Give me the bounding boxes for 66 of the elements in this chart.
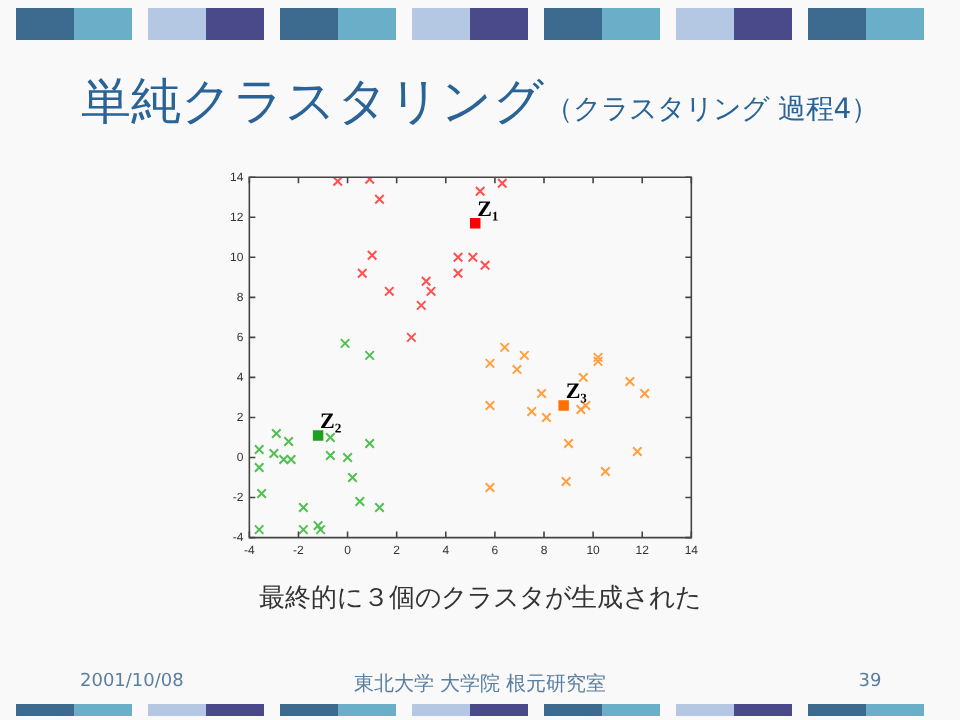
point [253,524,265,535]
point [541,412,552,423]
point [357,268,368,279]
point [271,428,282,439]
point [342,452,353,463]
point [256,488,267,499]
point [474,185,486,197]
point [452,252,464,263]
point [511,364,523,375]
point [278,454,289,465]
point [354,496,366,507]
point [484,400,496,411]
point [560,476,572,487]
point [415,300,427,311]
point [575,404,587,415]
point [484,482,496,493]
point [374,193,385,205]
text: 39 [856,672,884,692]
point [497,177,508,189]
point [298,524,309,535]
point [592,352,604,363]
point [558,400,569,411]
point [347,472,358,483]
point [339,338,351,349]
point [592,356,604,367]
point [624,376,636,387]
point [470,218,481,229]
point [298,502,309,513]
annotation: Z₃ [565,380,589,405]
point [325,432,336,443]
chart-title: 単純クラスタリング [80,72,545,130]
point [406,332,417,343]
text: 最終的に３個のクラスタが生成された [257,582,703,616]
point [253,462,265,473]
text: 東北大学 大学院 根元研究室 [351,671,609,698]
point [366,250,378,261]
point [312,520,324,531]
point [332,177,343,187]
point [253,444,265,455]
point [384,286,395,297]
point [467,252,479,263]
point [479,260,491,271]
point [639,388,650,399]
point [285,454,297,465]
chart-subtitle: （クラスタリング 過程4） [544,94,880,126]
point [312,430,324,441]
point [519,350,530,361]
point [578,372,589,383]
point [268,448,280,459]
point [526,406,537,417]
point [283,436,294,447]
point [536,388,547,399]
annotation: Z₂ [320,410,343,435]
point [325,450,336,461]
point [484,358,496,369]
point [315,524,326,535]
point [364,350,375,361]
point [632,446,643,457]
point [600,466,611,477]
point [499,342,510,353]
point [374,502,385,513]
text: 2001/10/08 [80,672,186,692]
point [452,268,464,279]
annotation: Z₁ [477,197,499,222]
point [364,438,375,449]
point [563,438,574,449]
